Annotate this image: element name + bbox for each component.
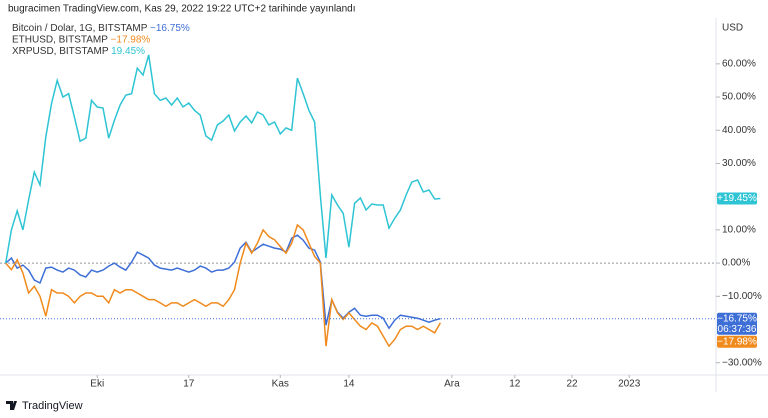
x-tick-label: 22 <box>566 379 578 390</box>
legend-entry: Bitcoin / Dolar, 1G, BITSTAMP −16.75% <box>12 23 190 34</box>
last-value-label: −17.98% <box>717 336 757 347</box>
last-value-label: +19.45% <box>717 193 757 204</box>
x-tick-label: Kas <box>272 379 289 390</box>
series-line <box>4 54 441 264</box>
legend-entry: ETHUSD, BITSTAMP −17.98% <box>12 34 150 45</box>
x-tick-label: 2023 <box>618 379 641 390</box>
legend-name: XRPUSD, BITSTAMP <box>12 46 109 57</box>
last-value-box <box>717 192 757 205</box>
legend-name: Bitcoin / Dolar, 1G, BITSTAMP <box>12 23 148 34</box>
y-tick-label: −10.00% <box>722 291 762 302</box>
brand-logo <box>6 401 17 410</box>
countdown: 06:37:36 <box>718 324 757 335</box>
series-line <box>5 223 442 348</box>
x-tick-label: 14 <box>343 379 355 390</box>
y-axis-label: USD <box>722 23 743 34</box>
last-value-box <box>717 312 757 335</box>
x-tick-label: Ara <box>444 379 460 390</box>
y-tick-label: 0.00% <box>722 258 750 269</box>
x-tick-label: 12 <box>509 379 521 390</box>
legend-name: ETHUSD, BITSTAMP <box>12 34 108 45</box>
y-tick-label: 60.00% <box>722 58 756 69</box>
last-value-box <box>717 335 757 348</box>
last-value-label: −16.75% <box>717 313 757 324</box>
legend-entry: XRPUSD, BITSTAMP 19.45% <box>12 46 145 57</box>
series-line <box>5 234 441 330</box>
x-tick-label: Eki <box>90 379 104 390</box>
legend-value: 19.45% <box>111 46 145 57</box>
y-tick-label: 50.00% <box>722 92 756 103</box>
x-tick-label: 17 <box>183 379 195 390</box>
y-tick-label: 30.00% <box>722 158 756 169</box>
legend-value: −17.98% <box>111 34 151 45</box>
brand: TradingView <box>22 400 83 412</box>
legend-value: −16.75% <box>150 23 190 34</box>
y-tick-label: 40.00% <box>722 125 756 136</box>
y-tick-label: −30.00% <box>722 357 762 368</box>
header: bugracimen TradingView.com, Kas 29, 2022… <box>8 4 356 15</box>
y-tick-label: 10.00% <box>722 225 756 236</box>
